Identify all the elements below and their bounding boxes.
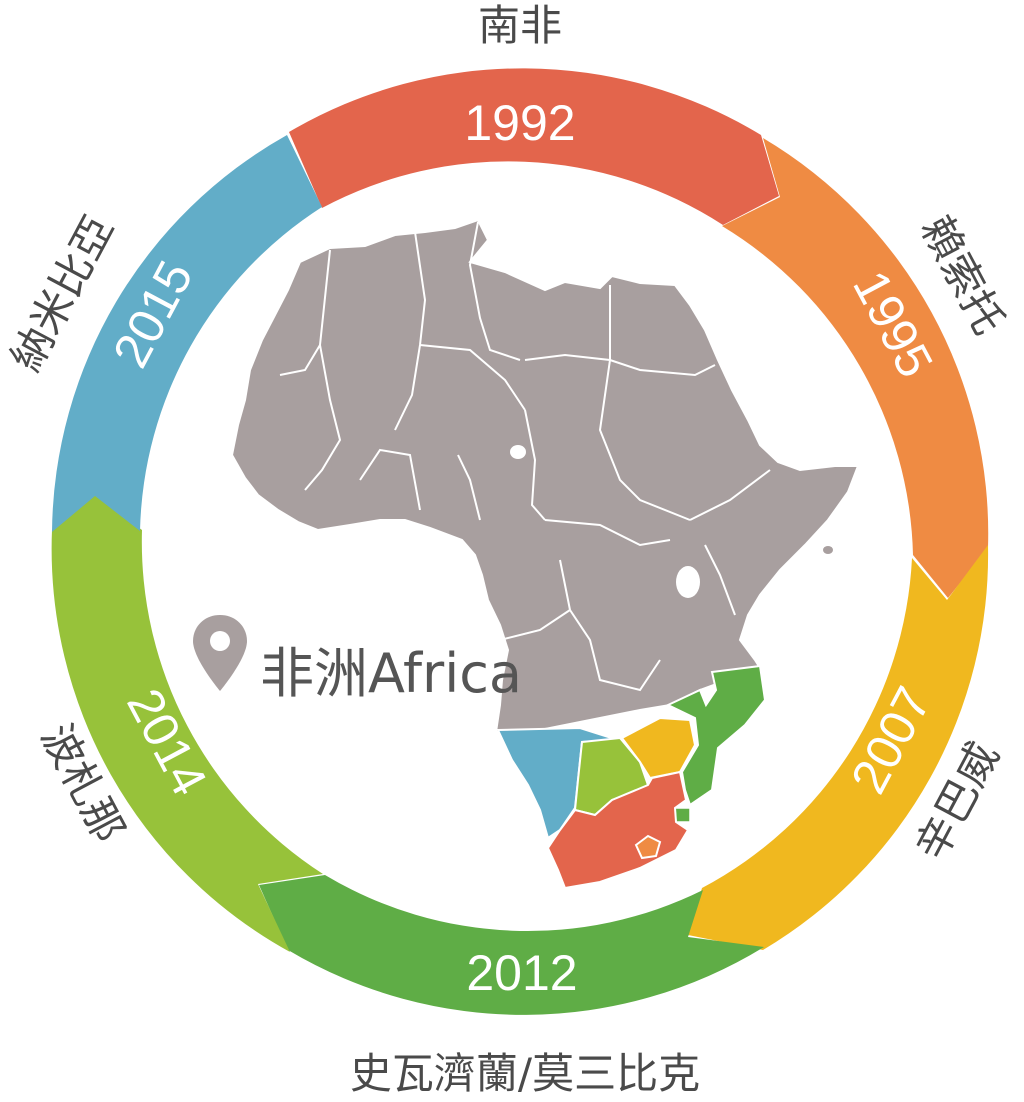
segment-2015: [52, 135, 322, 532]
country-zimbabwe: [620, 716, 697, 780]
country-swaziland: [674, 807, 691, 823]
map-pin-icon: [193, 615, 247, 691]
segment-2012: [259, 875, 764, 1015]
lake-chad: [510, 445, 526, 459]
year-1992: 1992: [464, 95, 575, 151]
country-lesotho: [634, 834, 662, 860]
country-label-1992: 南非: [478, 1, 562, 50]
year-2012: 2012: [466, 945, 577, 1001]
lake-victoria: [676, 566, 700, 598]
country-label-2012: 史瓦濟蘭/莫三比克: [350, 1049, 700, 1098]
segment-1995: [722, 138, 989, 598]
africa-map: [230, 218, 860, 890]
country-south-africa: [546, 770, 690, 890]
segment-2007: [688, 545, 989, 950]
map-label: 非洲Africa: [260, 642, 522, 705]
timeline-ring: [51, 68, 989, 1015]
country-mozambique: [665, 664, 767, 807]
segment-1992: [289, 68, 779, 226]
segment-2014: [51, 495, 323, 952]
country-borders: [279, 221, 771, 692]
island: [823, 546, 833, 554]
